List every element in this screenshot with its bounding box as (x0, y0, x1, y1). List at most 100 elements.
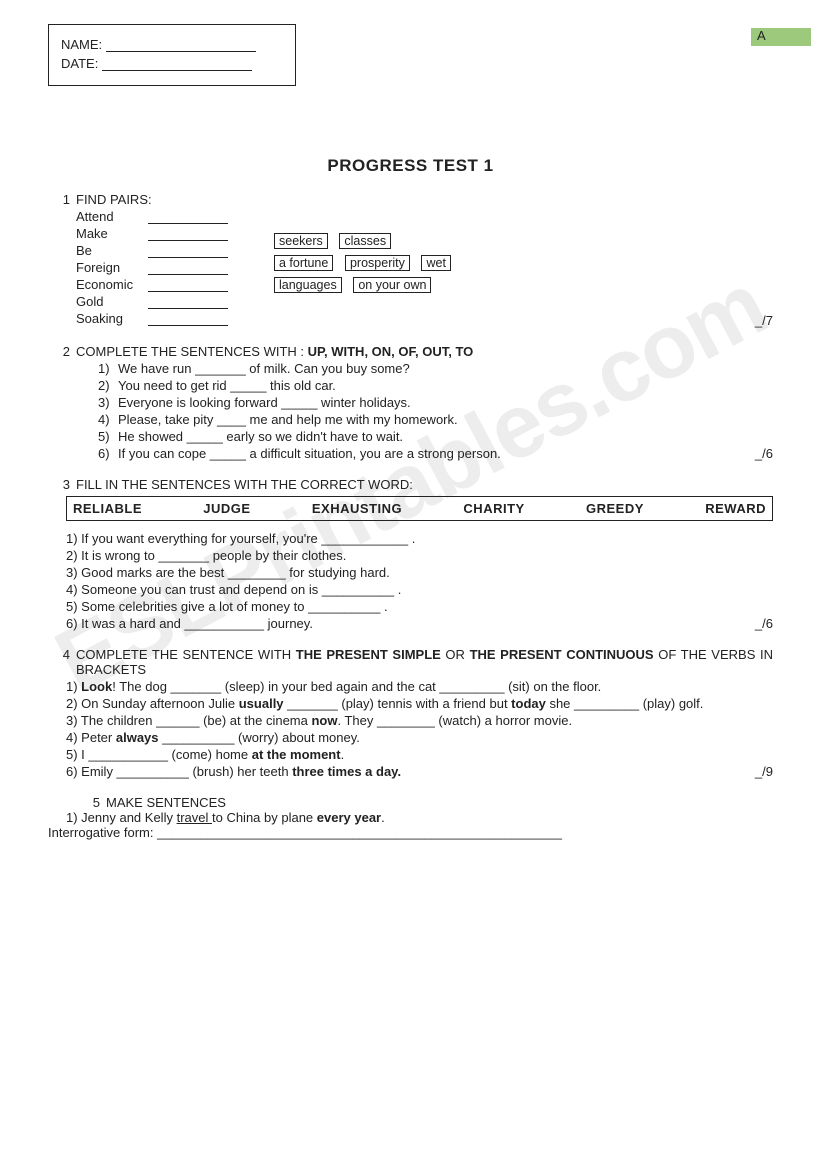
page-title: PROGRESS TEST 1 (48, 156, 773, 176)
q4-item: 5) I ___________ (come) home at the mome… (66, 747, 773, 762)
version-badge: A (751, 28, 811, 46)
q5-l1-mid: to China by plane (212, 810, 317, 825)
date-row: DATE: (61, 56, 283, 71)
worksheet-page: ESLPrintables.com NAME: DATE: A PROGRESS… (0, 0, 821, 896)
q4-item: 6) Emily __________ (brush) her teeth th… (66, 764, 773, 779)
q1-number: 1 (48, 192, 70, 207)
q1-blank[interactable] (148, 314, 228, 326)
q3-word: REWARD (705, 501, 766, 516)
item-num: 5) (66, 599, 81, 614)
date-blank[interactable] (102, 59, 252, 71)
q4-items: 1) Look! The dog _______ (sleep) in your… (66, 679, 773, 779)
q1-word: Economic (76, 277, 148, 292)
q2-items: 1)We have run _______ of milk. Can you b… (98, 361, 773, 461)
q1-option: a fortune (274, 255, 333, 271)
q4-item: 2) On Sunday afternoon Julie usually ___… (66, 696, 773, 711)
q1-word: Be (76, 243, 148, 258)
q4-item: 3) The children ______ (be) at the cinem… (66, 713, 773, 728)
q3-item: Good marks are the best ________ for stu… (81, 565, 390, 580)
section-4: 4 COMPLETE THE SENTENCE WITH THE PRESENT… (48, 647, 773, 779)
q3-items: 1) If you want everything for yourself, … (66, 531, 773, 631)
q2-heading-pre: COMPLETE THE SENTENCES WITH : (76, 344, 308, 359)
q1-word: Make (76, 226, 148, 241)
q4-h-b2: THE PRESENT CONTINUOUS (470, 647, 654, 662)
q1-score: _/7 (755, 313, 773, 328)
q1-blank[interactable] (148, 212, 228, 224)
q1-option: languages (274, 277, 342, 293)
q5-l1-b: every year (317, 810, 381, 825)
q1-blank[interactable] (148, 297, 228, 309)
name-label: NAME: (61, 37, 102, 52)
q5-number: 5 (78, 795, 100, 810)
q5-body: 1) Jenny and Kelly travel to China by pl… (66, 810, 773, 840)
q3-number: 3 (48, 477, 70, 492)
q3-word: CHARITY (463, 501, 524, 516)
q3-item: It was a hard and ___________ journey. (81, 616, 313, 631)
q2-heading-bold: UP, WITH, ON, OF, OUT, TO (308, 344, 474, 359)
q3-word: RELIABLE (73, 501, 142, 516)
q4-number: 4 (48, 647, 70, 662)
q2-item: Please, take pity ____ me and help me wi… (118, 412, 458, 427)
q2-item: You need to get rid _____ this old car. (118, 378, 336, 393)
q1-option: prosperity (345, 255, 410, 271)
item-num: 6) (98, 446, 118, 461)
q1-word: Soaking (76, 311, 148, 326)
section-5: 5 MAKE SENTENCES 1) Jenny and Kelly trav… (48, 795, 773, 840)
q1-word: Attend (76, 209, 148, 224)
q3-word: GREEDY (586, 501, 644, 516)
item-num: 4) (98, 412, 118, 427)
q4-h-mid: OR (441, 647, 470, 662)
section-2: 2 COMPLETE THE SENTENCES WITH : UP, WITH… (48, 344, 773, 461)
q5-line2: Interrogative form: ____________________… (48, 825, 773, 840)
q4-heading: COMPLETE THE SENTENCE WITH THE PRESENT S… (76, 647, 773, 677)
q3-score: _/6 (755, 616, 773, 631)
q4-item: 4) Peter always __________ (worry) about… (66, 730, 773, 745)
q2-number: 2 (48, 344, 70, 359)
q5-item: 1) Jenny and Kelly travel to China by pl… (66, 810, 773, 825)
q5-l1-u: travel (177, 810, 212, 825)
q1-option: classes (339, 233, 391, 249)
q1-heading: FIND PAIRS: (76, 192, 773, 207)
q4-h-b1: THE PRESENT SIMPLE (296, 647, 441, 662)
q1-left-words: Attend Make Be Foreign Economic Gold Soa… (76, 207, 228, 328)
item-num: 3) (98, 395, 118, 410)
item-num: 4) (66, 582, 81, 597)
date-label: DATE: (61, 56, 98, 71)
item-num: 5) (98, 429, 118, 444)
name-row: NAME: (61, 37, 283, 52)
q1-word: Gold (76, 294, 148, 309)
item-num: 2) (66, 548, 81, 563)
q2-item: He showed _____ early so we didn't have … (118, 429, 403, 444)
header-box: NAME: DATE: (48, 24, 296, 86)
q1-option: seekers (274, 233, 328, 249)
q4-item: 1) Look! The dog _______ (sleep) in your… (66, 679, 773, 694)
q3-word-box: RELIABLE JUDGE EXHAUSTING CHARITY GREEDY… (66, 496, 773, 521)
q1-word: Foreign (76, 260, 148, 275)
q4-score: _/9 (755, 764, 773, 779)
q1-option: wet (421, 255, 450, 271)
section-3: 3 FILL IN THE SENTENCES WITH THE CORRECT… (48, 477, 773, 631)
q4-h-pre: COMPLETE THE SENTENCE WITH (76, 647, 296, 662)
q1-options: seekers classes a fortune prosperity wet… (274, 227, 459, 328)
item-num: 1) (66, 531, 81, 546)
q2-item: We have run _______ of milk. Can you buy… (118, 361, 410, 376)
item-num: 3) (66, 565, 81, 580)
item-num: 1) (98, 361, 118, 376)
q3-item: It is wrong to _______ people by their c… (81, 548, 346, 563)
q2-item: Everyone is looking forward _____ winter… (118, 395, 411, 410)
q5-l1-pre: Jenny and Kelly (81, 810, 176, 825)
q1-blank[interactable] (148, 246, 228, 258)
q1-blank[interactable] (148, 280, 228, 292)
q2-item: If you can cope _____ a difficult situat… (118, 446, 501, 461)
name-blank[interactable] (106, 40, 256, 52)
q1-option: on your own (353, 277, 431, 293)
q1-blank[interactable] (148, 229, 228, 241)
q3-word: JUDGE (203, 501, 250, 516)
q2-heading: COMPLETE THE SENTENCES WITH : UP, WITH, … (76, 344, 773, 359)
q1-blank[interactable] (148, 263, 228, 275)
q3-item: Someone you can trust and depend on is _… (81, 582, 401, 597)
q3-item: If you want everything for yourself, you… (81, 531, 415, 546)
q5-heading: MAKE SENTENCES (106, 795, 773, 810)
q3-item: Some celebrities give a lot of money to … (81, 599, 387, 614)
item-num: 6) (66, 616, 81, 631)
